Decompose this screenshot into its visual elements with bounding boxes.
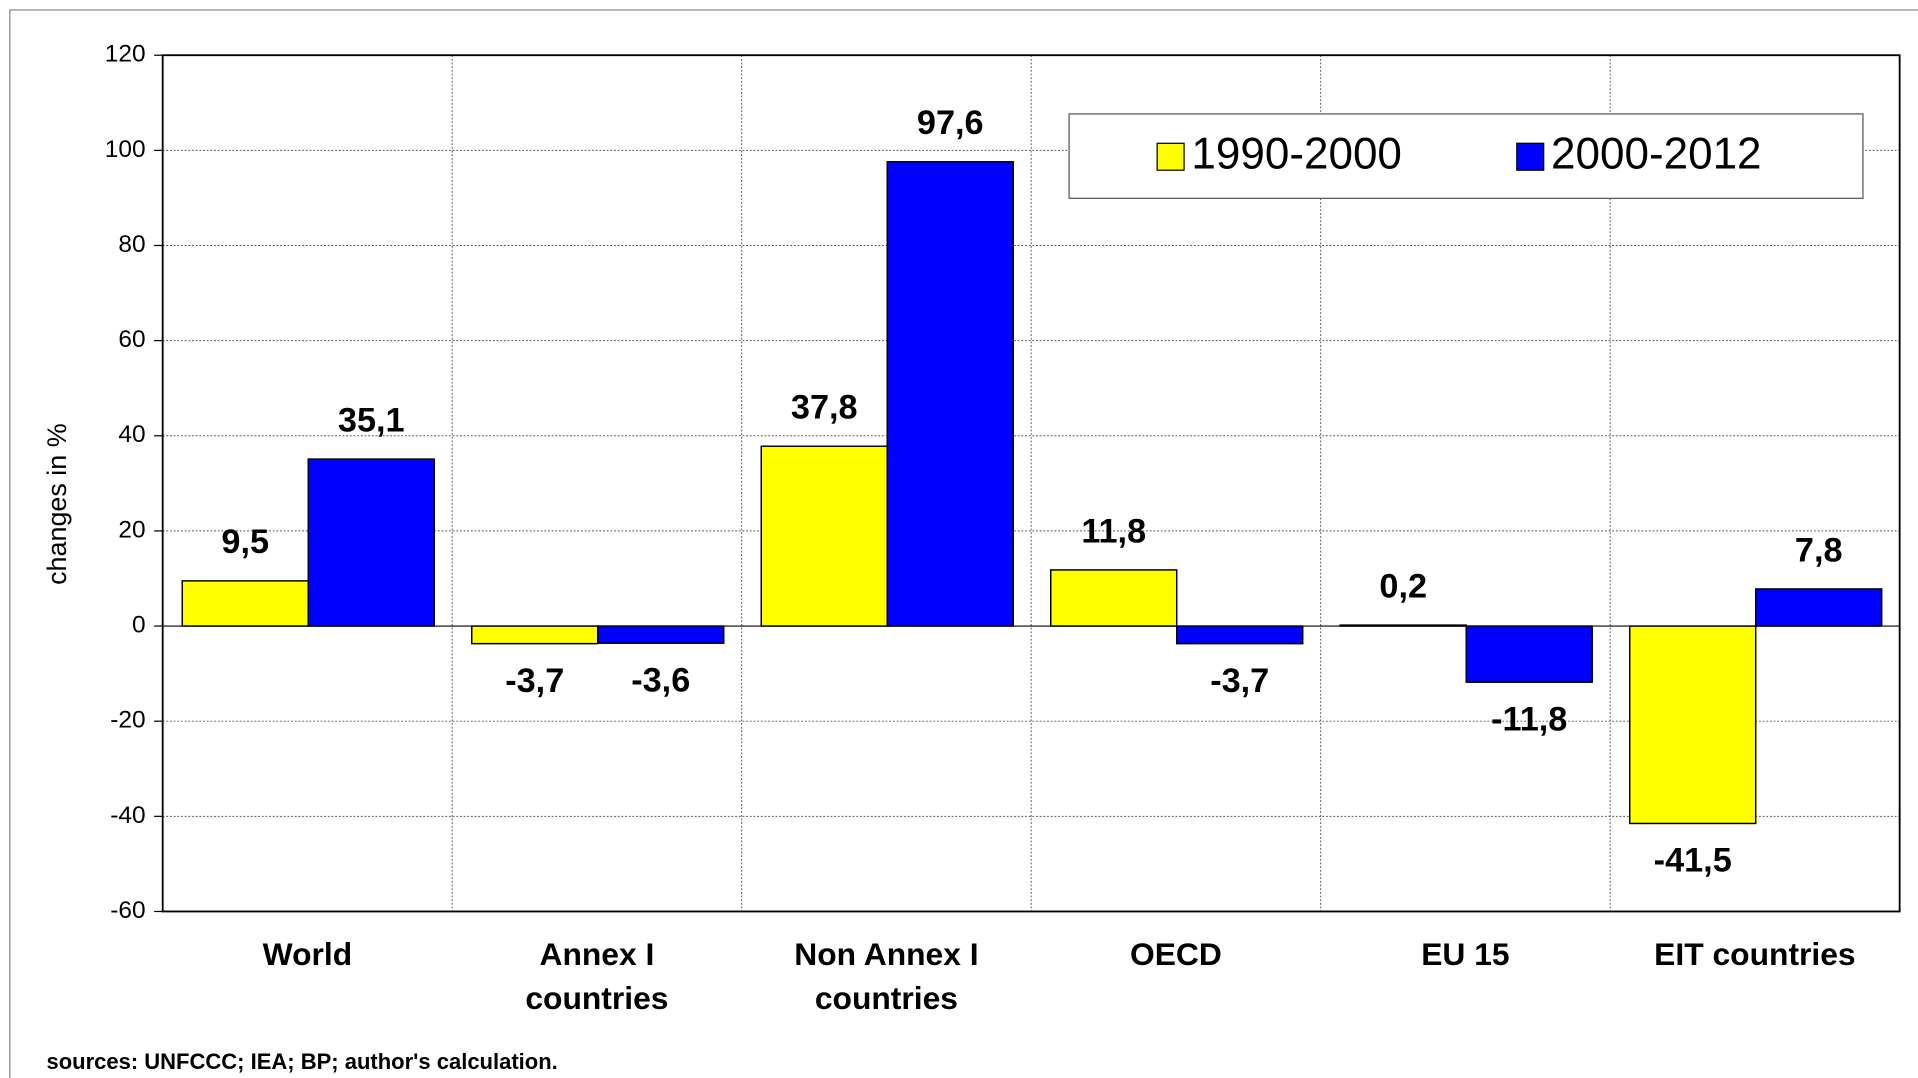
x-tick-label: EIT countries bbox=[1654, 936, 1855, 972]
value-label: -41,5 bbox=[1654, 842, 1732, 880]
bar bbox=[597, 625, 725, 644]
y-axis-title: changes in % bbox=[42, 423, 72, 585]
bar bbox=[181, 580, 309, 627]
value-label: 35,1 bbox=[338, 401, 405, 439]
value-label: 0,2 bbox=[1379, 567, 1427, 605]
y-tick-label: -40 bbox=[110, 802, 145, 829]
bar bbox=[760, 445, 888, 627]
y-tick-label: 100 bbox=[105, 136, 146, 163]
bar bbox=[1628, 625, 1757, 825]
y-tick-label: 0 bbox=[132, 612, 146, 639]
y-tick-label: -20 bbox=[110, 707, 145, 734]
x-tick-label: Annex I bbox=[539, 936, 654, 972]
bar bbox=[471, 625, 599, 645]
legend-swatch bbox=[1516, 142, 1545, 171]
x-tick-label: Non Annex I bbox=[794, 936, 978, 972]
plot-border bbox=[161, 54, 1901, 913]
legend-swatch bbox=[1156, 142, 1185, 171]
x-tick-label: OECD bbox=[1130, 936, 1222, 972]
legend-box bbox=[1068, 113, 1864, 199]
y-tick-label: 80 bbox=[118, 231, 145, 258]
value-label: -3,6 bbox=[631, 661, 690, 699]
y-tick-label: 120 bbox=[105, 41, 146, 68]
value-label: 11,8 bbox=[1081, 512, 1146, 550]
value-label: -3,7 bbox=[1210, 662, 1269, 700]
y-tick-label: 20 bbox=[118, 516, 145, 543]
bar bbox=[886, 161, 1014, 627]
y-tick-label: 40 bbox=[118, 421, 145, 448]
y-tick-label: 60 bbox=[118, 326, 145, 353]
bar bbox=[1175, 625, 1304, 645]
bar bbox=[307, 458, 435, 627]
value-label: 9,5 bbox=[221, 523, 269, 561]
value-label: -3,7 bbox=[505, 662, 564, 700]
x-tick-label: countries bbox=[815, 980, 958, 1016]
source-note: sources: UNFCCC; IEA; BP; author's calcu… bbox=[46, 1049, 557, 1074]
legend-label: 1990-2000 bbox=[1191, 129, 1402, 178]
bar bbox=[1050, 569, 1178, 627]
x-tick-label: EU 15 bbox=[1421, 936, 1509, 972]
value-label: 97,6 bbox=[917, 104, 984, 142]
bar bbox=[1465, 625, 1593, 683]
y-tick-label: -60 bbox=[110, 897, 145, 924]
value-label: 7,8 bbox=[1795, 531, 1843, 569]
frame bbox=[9, 9, 1918, 1078]
x-tick-label: countries bbox=[525, 980, 668, 1016]
value-label: -11,8 bbox=[1491, 700, 1567, 738]
value-label: 37,8 bbox=[791, 389, 858, 427]
x-tick-label: World bbox=[263, 936, 353, 972]
bar bbox=[1754, 588, 1883, 627]
legend-label: 2000-2012 bbox=[1551, 129, 1762, 178]
